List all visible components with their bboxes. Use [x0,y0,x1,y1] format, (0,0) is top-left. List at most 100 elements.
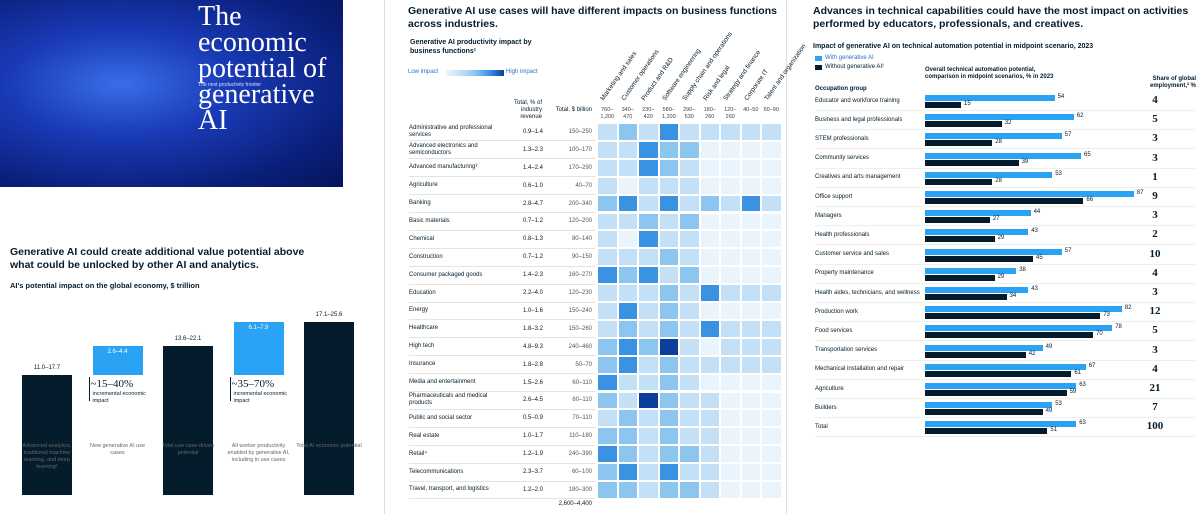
heat-cell [699,391,720,410]
heat-cell [658,230,679,249]
heat-cell [638,176,659,195]
row-rule [409,301,595,303]
row-pct: 0.5–0.9 [522,415,543,422]
row-total: 80–140 [571,236,592,243]
heat-cell [699,266,720,285]
heat-cell [761,427,782,446]
row-total: 110–180 [569,433,592,440]
row-total: 150–250 [568,128,592,135]
heat-cell [638,266,659,285]
row-label: Public and social sector [409,414,473,421]
heat-cell [720,319,741,338]
heat-cell [617,266,638,285]
heat-cell [720,373,741,392]
row-rule [815,148,1195,150]
row-total: 120–230 [568,290,592,297]
heat-cell [638,463,659,481]
row-label: Business and legal professionals [815,116,903,123]
bar [925,248,1062,255]
value-label: 57 [1064,247,1072,254]
heat-cell [699,230,720,249]
heat-cell [740,266,761,285]
row-pct: 4.8–9.3 [522,343,543,350]
heat-cell [761,391,782,410]
heat-cell [699,445,720,464]
column-total: 60–90 [763,107,779,113]
row-pct: 2.2–4.0 [522,290,543,297]
divider [384,0,385,514]
row-rule [815,225,1195,227]
heat-cell [679,319,700,338]
cover-panel [0,0,343,187]
heat-cell [597,391,618,410]
bar [925,274,995,281]
heat-cell [597,284,618,302]
bar [925,306,1122,313]
row-rule [409,319,595,321]
value-label: 63 [1079,420,1086,427]
heat-cell [699,337,720,356]
row-rule [815,340,1195,342]
heat-cell [638,373,659,392]
row-label: Agriculture [815,385,844,392]
heat-cell [761,445,782,464]
value-label: 17.1–25.6 [315,311,343,318]
heat-cell [699,176,720,195]
column-header: Total, $ billion [555,107,592,113]
x-tick-label: Advanced analytics, traditional machine … [22,443,72,470]
bar [925,178,993,185]
row-label: Real estate [409,432,440,439]
heat-cell [699,158,720,177]
row-label: Educator and workforce training [815,97,900,104]
heat-cell [679,355,700,374]
heat-cell [617,302,638,320]
heat-cell [617,140,638,159]
row-total: 170–290 [568,164,592,171]
heat-cell [658,427,679,446]
value-label: 43 [1031,228,1038,235]
bar [925,313,1101,320]
heat-cell [679,391,700,410]
heat-cell [761,123,782,141]
heat-cell [761,463,782,481]
heat-cell [740,248,761,267]
heat-cell [638,427,659,446]
heat-cell [617,445,638,464]
column-total: 760–1,200 [600,107,615,120]
heat-cell [761,212,782,231]
heat-cell [679,337,700,356]
heat-cell [617,230,638,249]
row-total: 240–390 [568,451,592,458]
bar [925,344,1043,351]
heat-cell [597,176,618,195]
value-label: 39 [1021,158,1029,165]
row-pct: 0.8–1.3 [522,236,543,243]
legend-label: High impact [506,69,538,75]
row-rule [409,283,595,285]
heat-cell [658,158,679,177]
bar [925,409,1043,416]
heat-cell [679,212,700,231]
value-label: 2.6–4.4 [107,348,128,355]
row-total: 240–460 [568,343,592,350]
row-label: Administrative and professional services [409,124,493,138]
heat-cell [658,319,679,338]
row-label: Banking [409,200,431,207]
column-header: Occupation group [815,86,867,92]
value-label: 65 [1084,151,1091,158]
row-label: Consumer packaged goods [409,271,483,278]
heat-cell [658,302,679,320]
heat-cell [597,230,618,249]
heat-cell [699,409,720,428]
share-value: 5 [1152,113,1158,126]
row-total: 90–150 [571,254,592,261]
row-pct: 1.0–1.6 [522,307,543,314]
heat-cell [658,373,679,392]
share-value: 5 [1152,324,1158,337]
bar [925,133,1062,140]
heat-cell [638,319,659,338]
heat-cell [617,319,638,338]
row-label: Total [815,423,828,430]
row-label: STEM professionals [815,135,869,142]
value-label: 11.0–17.7 [33,365,61,372]
